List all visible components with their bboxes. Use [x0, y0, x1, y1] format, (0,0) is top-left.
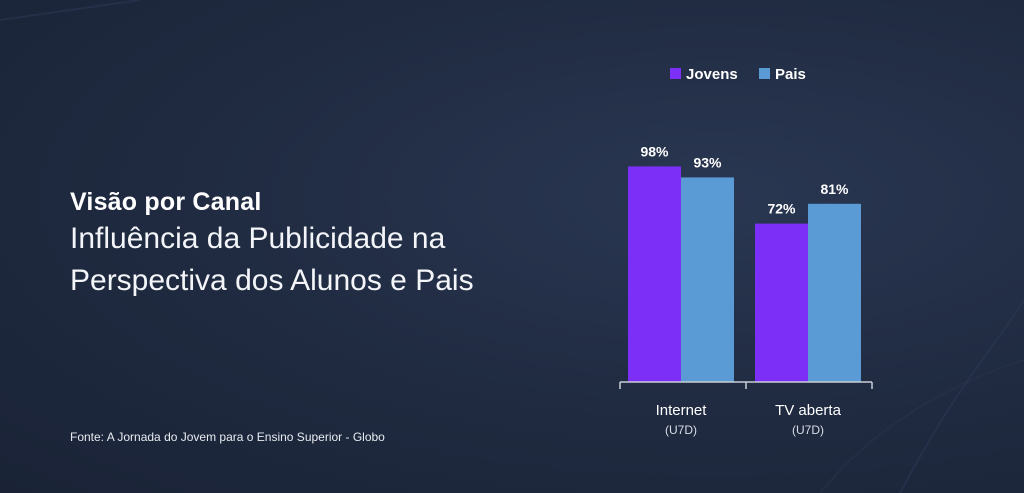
legend-label-pais: Pais	[775, 66, 806, 83]
bar-pais-0	[681, 177, 734, 382]
title-block: Visão por Canal Influência da Publicidad…	[70, 186, 474, 302]
page-title: Visão por Canal	[70, 188, 262, 216]
data-label-pais-1: 81%	[820, 181, 849, 197]
category-sublabel-0: (U7D)	[665, 423, 697, 437]
legend-swatch-pais	[759, 68, 770, 79]
category-label-0: Internet	[656, 402, 708, 419]
category-label-1: TV aberta	[775, 402, 842, 419]
legend-label-jovens: Jovens	[686, 66, 738, 83]
data-label-jovens-0: 98%	[640, 143, 669, 159]
source-note: Fonte: A Jornada do Jovem para o Ensino …	[70, 430, 385, 444]
page-subtitle-line-1: Influência da Publicidade na	[70, 222, 446, 255]
legend-swatch-jovens	[670, 68, 681, 79]
data-label-jovens-1: 72%	[767, 201, 796, 217]
data-label-pais-0: 93%	[693, 154, 722, 170]
page-subtitle-line-2: Perspectiva dos Alunos e Pais	[70, 264, 474, 297]
bar-jovens-1	[755, 223, 808, 382]
bar-chart: Jovens Pais 98% 93% Internet (U7D) 72% 81% TV ab…	[619, 66, 873, 437]
category-sublabel-1: (U7D)	[792, 423, 824, 437]
bar-pais-1	[808, 203, 861, 382]
bar-jovens-0	[628, 166, 681, 382]
